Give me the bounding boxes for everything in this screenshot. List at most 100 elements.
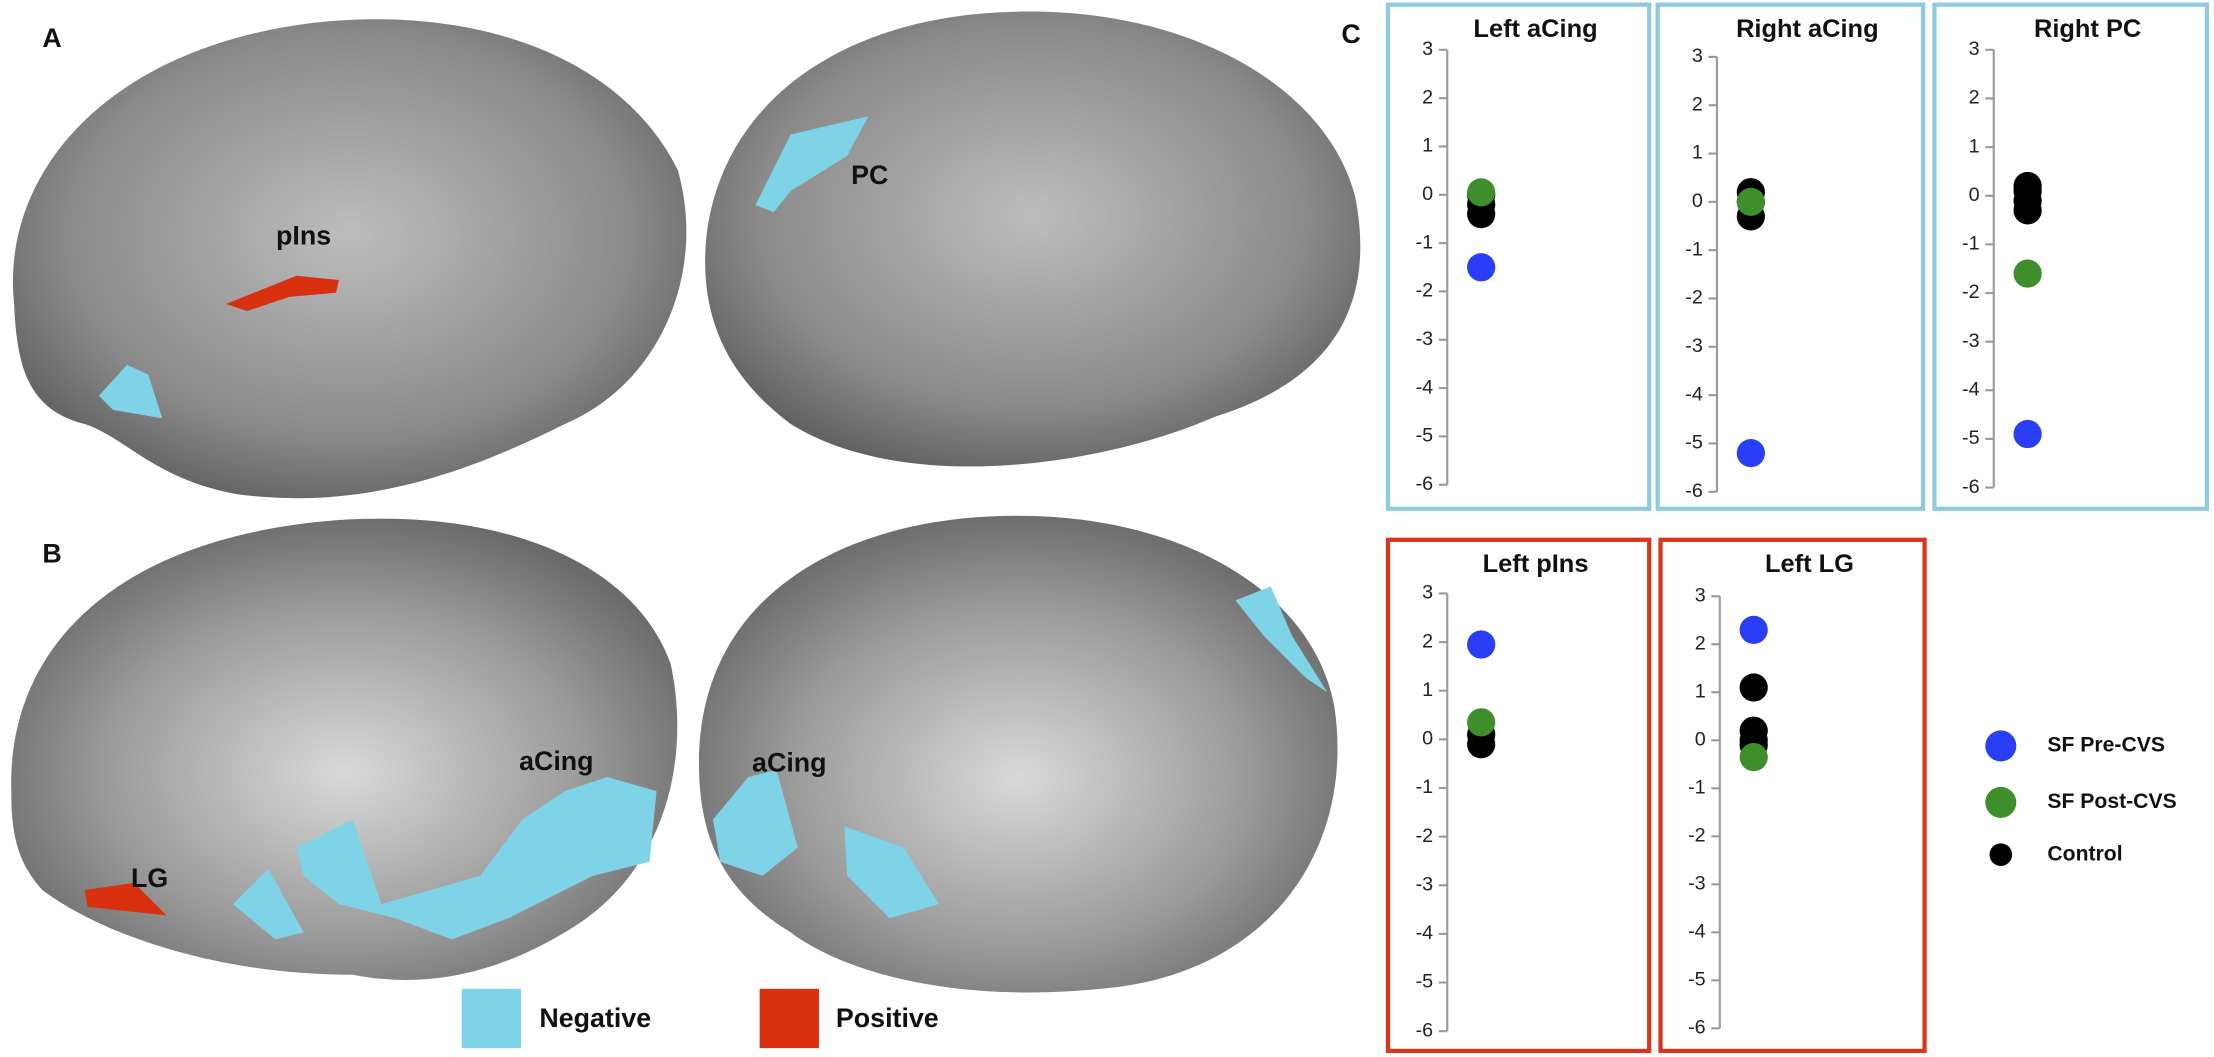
y-tick-label: 3 [1695,584,1706,606]
y-tick-label: 3 [1422,38,1433,60]
y-tick-label: 0 [1969,184,1980,206]
y-tick-label: -1 [1962,233,1980,255]
y-tick-label: -4 [1685,383,1703,405]
blob-negative [296,777,657,940]
legend-swatch [759,988,819,1049]
labels: A B C pIns PC aCing aCing LG Negative Po… [42,19,1360,1033]
y-tick-label: 2 [1695,633,1706,655]
y-tick-label: 2 [1969,87,1980,109]
y-tick-label: -6 [1688,1017,1706,1039]
chart-title: Left LG [1765,550,1854,578]
y-tick-label: -5 [1688,969,1706,991]
chart-frame [1385,2,1652,511]
blob-positive [84,882,167,916]
region-label: aCing [752,747,826,777]
brain-lateral-right [705,11,1361,467]
region-label: pIns [276,221,331,251]
y-tick-label: -3 [1416,873,1434,895]
chart-title: Right PC [2034,15,2141,43]
chart-frame [1385,537,1652,1054]
point [1736,439,1765,468]
legend-swatch [461,988,522,1049]
region-label: aCing [519,746,593,776]
brain-lateral-left [12,19,687,499]
y-tick-label: -3 [1685,335,1703,357]
y-tick-label: 0 [1695,729,1706,751]
y-tick-label: 2 [1422,86,1433,108]
y-tick-label: -5 [1416,971,1434,993]
y-tick-label: 0 [1692,190,1703,212]
blob-negative [755,116,869,213]
chart-title: Right aCing [1736,15,1879,43]
region-label: PC [851,160,888,190]
point [2013,171,2042,201]
y-tick-label: 2 [1422,630,1433,652]
y-tick-label: -1 [1416,231,1434,253]
y-tick-label: -6 [1416,1019,1434,1041]
y-tick-label: 1 [1695,681,1706,703]
y-tick-label: -2 [1416,825,1434,847]
region-label: LG [131,863,168,893]
y-tick-label: -1 [1416,776,1434,798]
blob-negative [1235,586,1328,693]
y-tick-label: 3 [1692,45,1703,67]
point [1467,253,1496,282]
y-tick-label: -2 [1688,825,1706,847]
legend-label: Negative [539,1003,651,1033]
panel-label: B [42,538,61,568]
y-tick-label: -3 [1962,330,1980,352]
y-tick-label: -6 [1962,476,1980,498]
panel-label: A [42,23,61,53]
y-tick-label: -3 [1416,328,1434,350]
point [1467,630,1496,659]
panel-label: C [1341,19,1360,49]
y-tick-label: -3 [1688,873,1706,895]
point [1467,178,1496,207]
y-tick-label: -6 [1685,480,1703,502]
y-tick-label: -2 [1685,287,1703,309]
y-tick-label: -5 [1416,425,1434,447]
y-tick-label: 1 [1422,135,1433,157]
y-tick-label: -4 [1416,922,1434,944]
point [1467,708,1496,737]
y-tick-label: -1 [1685,238,1703,260]
y-tick-label: 3 [1969,38,1980,60]
chart-title: Left pIns [1483,550,1589,578]
y-tick-label: -4 [1688,921,1706,943]
y-tick-label: -4 [1962,379,1980,401]
y-tick-label: -2 [1416,280,1434,302]
legend-label: Positive [836,1003,939,1033]
legend-label: Control [2047,842,2122,865]
blob-negative [713,769,939,919]
legend-marker [1985,730,2017,762]
legend-marker [1985,786,2017,818]
point [1736,187,1765,216]
blob-negative [98,364,163,419]
y-tick-label: -2 [1962,281,1980,303]
blob-negative [232,868,304,940]
legend-label: SF Pre-CVS [2047,734,2165,757]
y-tick-label: 0 [1422,728,1433,750]
point [2013,419,2042,449]
y-tick-label: 2 [1692,93,1703,115]
point [2013,259,2042,288]
y-tick-label: 3 [1422,582,1433,604]
chart-frame [1655,2,1926,511]
blob-positive [225,275,339,312]
y-tick-label: -5 [1685,432,1703,454]
chart-frame [1932,2,2210,511]
legend-marker [1989,843,2013,866]
y-tick-label: 0 [1422,183,1433,205]
point [1739,615,1768,645]
y-tick-label: 1 [1969,135,1980,157]
y-tick-label: -5 [1962,427,1980,449]
point [1739,673,1768,702]
y-tick-label: 1 [1692,142,1703,164]
chart-title: Left aCing [1473,15,1597,43]
y-tick-label: 1 [1422,679,1433,701]
y-tick-label: -1 [1688,777,1706,799]
y-tick-label: -4 [1416,376,1434,398]
brain-images [11,11,1361,993]
point [1739,742,1768,772]
